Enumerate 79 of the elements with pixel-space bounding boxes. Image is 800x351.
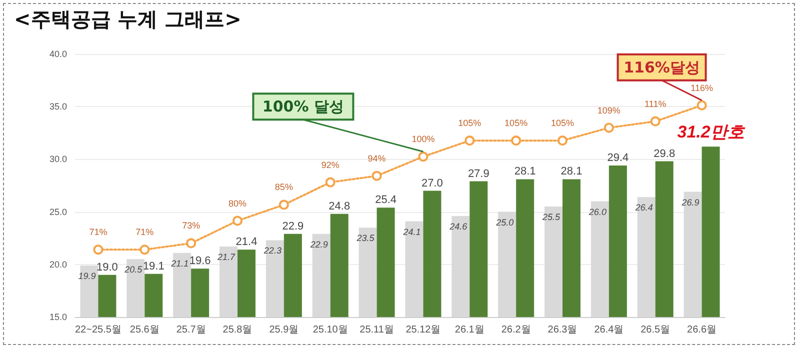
point [604, 122, 614, 133]
data-label: 27.0 [422, 177, 443, 190]
data-label: 29.4 [607, 152, 629, 164]
y-tick-label: 15.0 [49, 312, 67, 322]
data-label: 116% [690, 82, 713, 93]
data-label: 25.5 [542, 212, 562, 222]
data-label: 26.4 [634, 202, 653, 213]
annotation: 116%달성 [624, 58, 700, 76]
data-label: 80% [228, 198, 247, 208]
data-label: 109% [597, 105, 620, 116]
point [696, 100, 707, 110]
data-label: 105% [550, 118, 574, 128]
data-label: 24.1 [402, 226, 421, 237]
data-label: 31.2만호 [677, 122, 746, 142]
data-label: 24.8 [328, 200, 350, 212]
point [464, 136, 475, 146]
data-label: 22.9 [309, 239, 328, 250]
data-label: 105% [458, 118, 482, 128]
point [558, 136, 568, 146]
x-tick-label: 25.11월 [360, 324, 394, 336]
data-label: 19.9 [78, 270, 96, 281]
data-label: 25.0 [495, 217, 514, 228]
data-label: 94% [368, 153, 386, 164]
data-label: 19.1 [142, 260, 164, 272]
data-label: 19.6 [189, 255, 211, 268]
x-tick-label: 25.8월 [222, 324, 252, 336]
data-label: 105% [504, 118, 528, 128]
x-tick-label: 22~25.5월 [74, 324, 122, 336]
x-tick-label: 25.9월 [269, 324, 299, 336]
y-tick-label: 35.0 [49, 102, 67, 112]
y-tick-label: 30.0 [49, 154, 67, 164]
data-label: 92% [321, 160, 340, 170]
data-label: 19.0 [96, 261, 118, 274]
x-tick-label: 25.10월 [312, 324, 348, 336]
annotation: 100% 달성 [262, 98, 344, 116]
data-label: 20.5 [124, 264, 144, 275]
data-label: 27.9 [468, 168, 490, 180]
point [186, 238, 196, 248]
point [93, 244, 104, 255]
data-label: 21.1 [170, 258, 189, 268]
data-label: 22.3 [262, 246, 282, 256]
data-label: 26.9 [680, 197, 700, 208]
x-tick-label: 26.6월 [687, 324, 717, 336]
point [232, 216, 242, 226]
data-label: 100% [412, 134, 435, 144]
data-label: 22.9 [282, 220, 304, 232]
data-label: 25.4 [375, 194, 396, 206]
data-label: 71% [136, 227, 154, 238]
data-label: 85% [274, 182, 293, 192]
point [418, 152, 428, 162]
data-label: 28.1 [514, 166, 536, 178]
x-tick-label: 26.3월 [548, 324, 578, 336]
data-label: 29.8 [654, 148, 676, 160]
data-label: 73% [182, 220, 200, 231]
point [278, 200, 289, 210]
data-label: 21.7 [216, 252, 236, 262]
x-tick-label: 26.1월 [454, 324, 484, 336]
data-label: 24.6 [448, 222, 468, 232]
data-label: 71% [89, 227, 108, 238]
x-tick-label: 26.2월 [501, 324, 531, 336]
x-tick-label: 26.5월 [640, 324, 670, 336]
point [140, 244, 150, 255]
y-tick-label: 40.0 [49, 49, 67, 59]
point [650, 116, 660, 126]
point [372, 170, 382, 181]
y-tick-label: 25.0 [49, 206, 67, 217]
data-label: 111% [644, 98, 666, 109]
x-tick-label: 25.7월 [176, 324, 206, 336]
y-tick-label: 20.0 [49, 259, 67, 270]
data-label: 23.5 [356, 233, 376, 244]
point [325, 177, 336, 188]
x-tick-label: 26.4월 [594, 324, 624, 336]
point [511, 136, 522, 146]
chart-title: <주택공급 누계 그래프> [14, 6, 242, 33]
data-label: 28.1 [560, 166, 582, 178]
data-label: 26.0 [588, 206, 606, 217]
x-tick-label: 25.6월 [130, 324, 160, 336]
x-tick-label: 25.12월 [406, 324, 441, 336]
data-label: 21.4 [236, 236, 258, 248]
